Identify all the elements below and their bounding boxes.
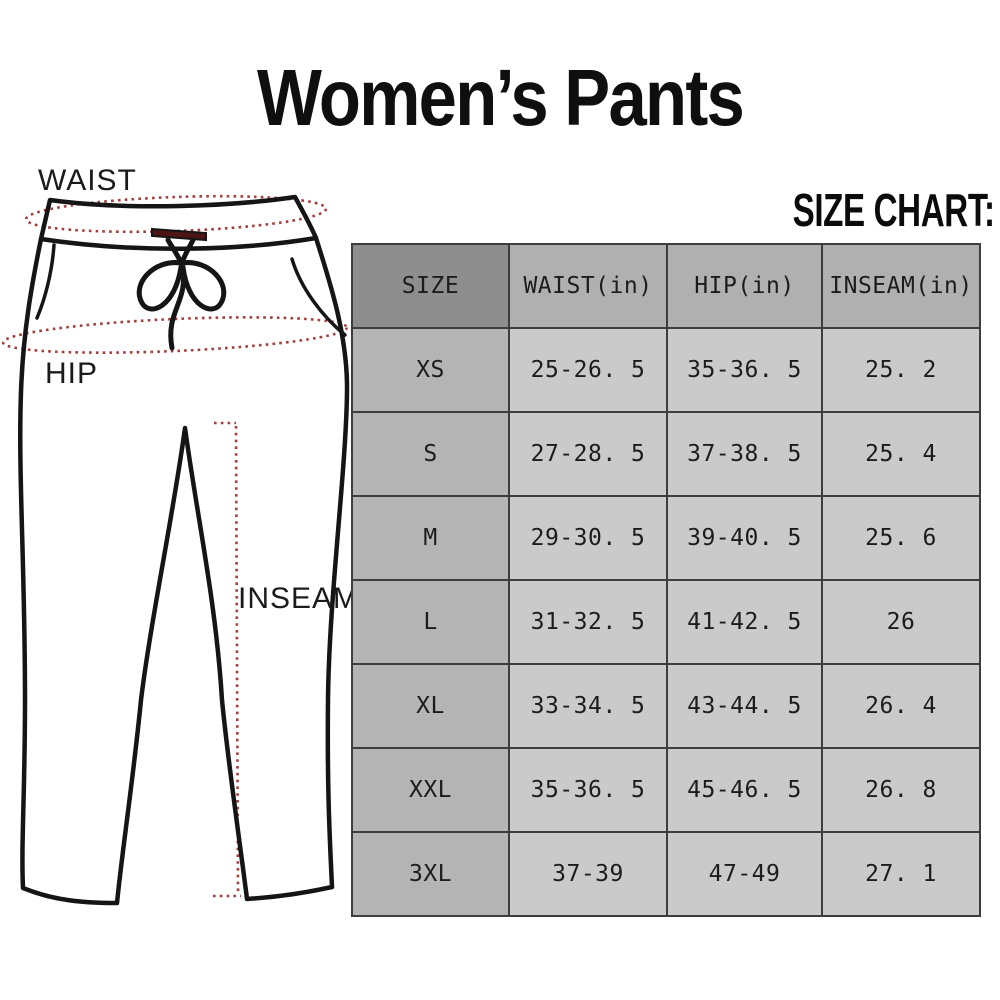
right-pocket-seam (290, 257, 347, 337)
legs-outline (18, 235, 350, 906)
waistband (38, 194, 319, 251)
value-cell: 33-34. 5 (508, 663, 668, 749)
value-cell: 26 (821, 579, 981, 665)
left-pocket-seam (35, 243, 56, 320)
value-cell: 41-42. 5 (666, 579, 823, 665)
value-cell: 25. 2 (821, 327, 981, 413)
column-header-size: SIZE (351, 243, 510, 329)
value-cell: 25. 4 (821, 411, 981, 497)
value-cell: 37-39 (508, 831, 668, 917)
pants-diagram: WAIST HIP INSEAM (1, 164, 359, 906)
size-cell: 3XL (351, 831, 510, 917)
diagram-labels: WAIST HIP INSEAM (38, 164, 359, 615)
hip-measure-ellipse (1, 316, 349, 354)
size-cell: XL (351, 663, 510, 749)
waist-label: WAIST (38, 164, 137, 197)
size-cell: M (351, 495, 510, 581)
size-cell: S (351, 411, 510, 497)
column-header-hip: HIP(in) (666, 243, 823, 329)
measurement-marks (1, 194, 349, 898)
value-cell: 39-40. 5 (666, 495, 823, 581)
value-cell: 47-49 (666, 831, 823, 917)
value-cell: 37-38. 5 (666, 411, 823, 497)
value-cell: 27-28. 5 (508, 411, 668, 497)
waist-measure-ellipse (24, 194, 328, 234)
table-row: S 27-28. 5 37-38. 5 25. 4 (351, 411, 981, 497)
value-cell: 45-46. 5 (666, 747, 823, 833)
table-row: M 29-30. 5 39-40. 5 25. 6 (351, 495, 981, 581)
table-row: XS 25-26. 5 35-36. 5 25. 2 (351, 327, 981, 413)
table-row: XL 33-34. 5 43-44. 5 26. 4 (351, 663, 981, 749)
value-cell: 25. 6 (821, 495, 981, 581)
table-row: L 31-32. 5 41-42. 5 26 (351, 579, 981, 665)
table-header: SIZE WAIST(in) HIP(in) INSEAM(in) (351, 243, 981, 329)
value-cell: 27. 1 (821, 831, 981, 917)
value-cell: 26. 4 (821, 663, 981, 749)
value-cell: 29-30. 5 (508, 495, 668, 581)
page-title: Women’s Pants (256, 53, 745, 142)
pants-outline (18, 194, 350, 906)
value-cell: 43-44. 5 (666, 663, 823, 749)
size-cell: XS (351, 327, 510, 413)
value-cell: 26. 8 (821, 747, 981, 833)
value-cell: 35-36. 5 (508, 747, 668, 833)
header-row: SIZE WAIST(in) HIP(in) INSEAM(in) (351, 243, 981, 329)
size-cell: XXL (351, 747, 510, 833)
hip-label: HIP (45, 357, 98, 390)
drawstring-bow (136, 237, 227, 351)
size-chart-heading: SIZE CHART: (792, 184, 995, 236)
column-header-waist: WAIST(in) (508, 243, 668, 329)
table-row: 3XL 37-39 47-49 27. 1 (351, 831, 981, 917)
drawstring-channel (151, 227, 207, 242)
value-cell: 35-36. 5 (666, 327, 823, 413)
table-row: XXL 35-36. 5 45-46. 5 26. 8 (351, 747, 981, 833)
size-table-body: XS 25-26. 5 35-36. 5 25. 2 S 27-28. 5 37-38. 5… (351, 327, 981, 917)
column-header-inseam: INSEAM(in) (821, 243, 981, 329)
value-cell: 25-26. 5 (508, 327, 668, 413)
size-cell: L (351, 579, 510, 665)
size-chart-table: SIZE WAIST(in) HIP(in) INSEAM(in) XS 25-2… (351, 243, 981, 917)
inseam-label: INSEAM (238, 582, 359, 615)
value-cell: 31-32. 5 (508, 579, 668, 665)
